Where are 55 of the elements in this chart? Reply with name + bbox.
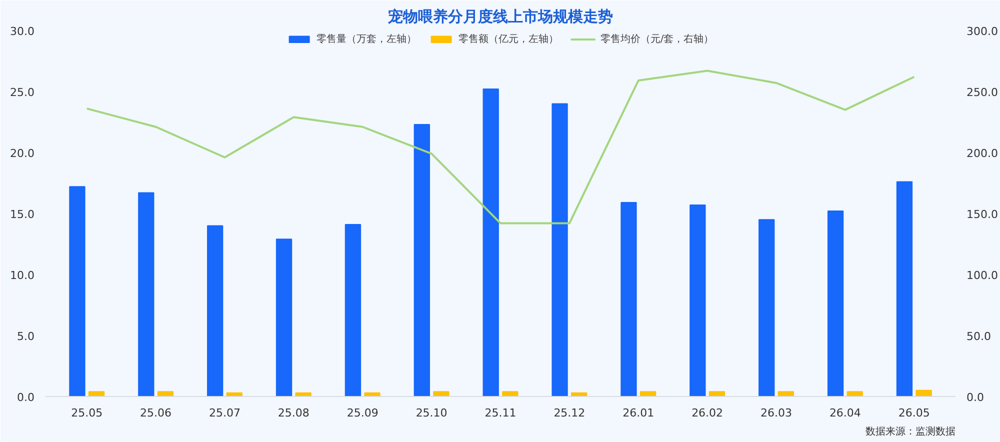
bar — [482, 88, 499, 396]
bar — [138, 192, 154, 396]
bar — [690, 204, 706, 396]
x-tick-label: 25.06 — [140, 406, 172, 420]
x-tick-label: 25.08 — [278, 406, 310, 420]
x-tick-label: 26.01 — [622, 406, 654, 420]
x-tick-label: 25.12 — [554, 406, 586, 420]
y2-tick-label: 250.0 — [966, 86, 998, 99]
x-tick-label: 26.02 — [692, 406, 724, 420]
bar — [620, 202, 637, 396]
x-tick-label: 25.05 — [71, 406, 103, 420]
bar — [708, 391, 726, 396]
y-tick-label: 10.0 — [10, 269, 35, 282]
bar — [552, 103, 568, 396]
y-tick-label: 15.0 — [10, 208, 35, 221]
x-tick-label: 26.03 — [760, 406, 792, 420]
x-tick-label: 25.11 — [484, 406, 516, 420]
y-tick-label: 5.0 — [17, 330, 35, 343]
y2-tick-label: 0.0 — [966, 391, 984, 404]
bar — [433, 391, 450, 396]
x-tick-label: 25.07 — [208, 406, 240, 420]
bar — [896, 181, 913, 396]
x-tick-label: 26.05 — [898, 406, 930, 420]
bar — [414, 124, 430, 396]
y-tick-label: 25.0 — [10, 86, 35, 99]
y2-tick-label: 300.0 — [966, 25, 998, 38]
source-note: 数据来源：监测数据 — [866, 426, 956, 438]
y-tick-label: 0.0 — [17, 391, 35, 404]
bar — [827, 210, 844, 396]
line-series — [86, 70, 916, 224]
y-tick-label: 30.0 — [10, 25, 35, 38]
bar — [846, 391, 863, 396]
bar — [916, 390, 932, 396]
y-tick-label: 20.0 — [10, 147, 35, 160]
x-tick-label: 26.04 — [829, 406, 861, 420]
bar — [640, 391, 656, 396]
bar — [157, 391, 174, 396]
legend-label: 零售量（万套，左轴） — [316, 32, 416, 46]
bar — [344, 224, 362, 396]
legend-label: 零售均价（元/套，右轴） — [600, 32, 714, 46]
x-tick-label: 25.09 — [346, 406, 378, 420]
bar — [778, 391, 794, 396]
y2-tick-label: 100.0 — [966, 269, 998, 282]
bar — [69, 186, 86, 396]
y2-tick-label: 200.0 — [966, 147, 998, 160]
y2-tick-label: 150.0 — [966, 208, 998, 221]
x-tick-label: 25.10 — [416, 406, 448, 420]
legend-label: 零售额（亿元，左轴） — [458, 32, 558, 46]
chart-title: 宠物喂养分月度线上市场规模走势 — [387, 8, 613, 26]
bar — [758, 219, 775, 396]
bar — [88, 391, 105, 396]
bar — [502, 391, 518, 396]
y2-tick-label: 50.0 — [966, 330, 991, 343]
bar — [207, 225, 224, 396]
bar — [276, 238, 292, 396]
